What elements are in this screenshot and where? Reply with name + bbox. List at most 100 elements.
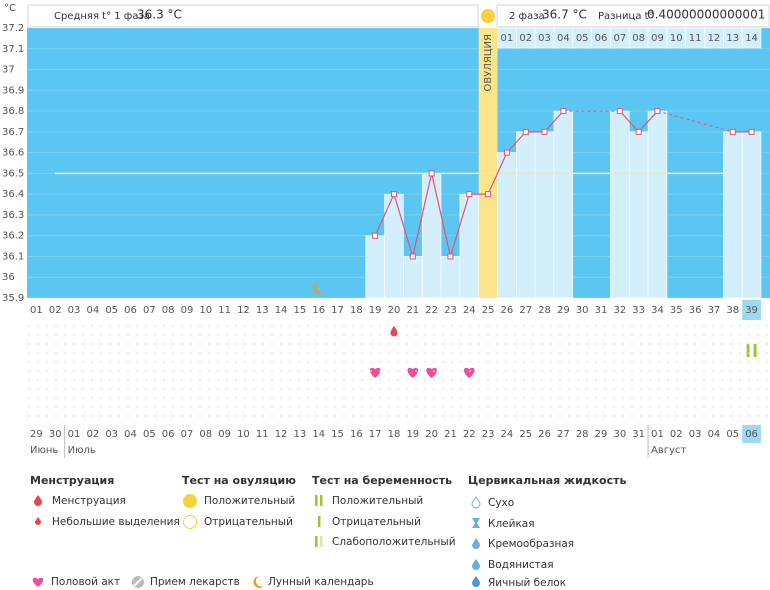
x-tick-label: 01 bbox=[30, 305, 43, 316]
date-label: 30 bbox=[49, 429, 62, 440]
temperature-point bbox=[654, 108, 661, 115]
temperature-point bbox=[635, 128, 642, 135]
icon-test bbox=[315, 495, 318, 506]
y-tick-label: 36.4 bbox=[2, 189, 24, 200]
diff-label: Разница t° bbox=[598, 11, 654, 22]
date-label: 04 bbox=[708, 429, 721, 440]
x-tick-label: 32 bbox=[613, 305, 626, 316]
temperature-point bbox=[390, 191, 397, 198]
icon-test bbox=[315, 536, 318, 547]
y-tick-label: 35.9 bbox=[2, 293, 24, 304]
temperature-bar bbox=[534, 131, 555, 299]
x-tick-label: 05 bbox=[105, 305, 118, 316]
temperature-point bbox=[372, 232, 379, 239]
icon-heart bbox=[32, 577, 44, 587]
legend-item: Отрицательный bbox=[204, 516, 293, 528]
temperature-point bbox=[616, 108, 623, 115]
phase2-day-label: 10 bbox=[670, 33, 683, 44]
date-label: 03 bbox=[689, 429, 702, 440]
icon-moon bbox=[253, 576, 264, 588]
x-tick-label: 09 bbox=[181, 305, 194, 316]
icon-test bbox=[320, 536, 323, 547]
date-label: 01 bbox=[68, 429, 81, 440]
current-day-cell bbox=[742, 300, 761, 320]
icon-watery bbox=[472, 559, 480, 570]
y-tick-label: 36.6 bbox=[2, 148, 24, 159]
legend-item: Клейкая bbox=[488, 518, 535, 530]
date-label: 16 bbox=[350, 429, 363, 440]
phase2-day-label: 13 bbox=[726, 33, 739, 44]
phase1-value: 36.3 °C bbox=[137, 8, 182, 22]
temperature-point bbox=[466, 191, 473, 198]
date-label: 02 bbox=[87, 429, 100, 440]
x-tick-label: 29 bbox=[557, 305, 570, 316]
legend-item: Отрицательный bbox=[332, 516, 421, 528]
y-tick-label: 36.3 bbox=[2, 210, 24, 221]
x-tick-label: 31 bbox=[595, 305, 608, 316]
icon-positive bbox=[183, 494, 197, 508]
phase2-day-label: 02 bbox=[519, 33, 532, 44]
temperature-bar bbox=[516, 131, 536, 299]
date-label: 02 bbox=[670, 429, 683, 440]
date-label: 31 bbox=[632, 429, 645, 440]
x-tick-label: 37 bbox=[708, 305, 721, 316]
legend-item: Положительный bbox=[204, 495, 295, 507]
x-tick-label: 14 bbox=[275, 305, 288, 316]
phase1-box bbox=[27, 4, 479, 28]
legend-item: Яичный белок bbox=[488, 577, 566, 589]
x-tick-label: 25 bbox=[482, 305, 495, 316]
temperature-point bbox=[428, 170, 435, 177]
month-label: Июнь bbox=[30, 445, 58, 456]
date-label: 07 bbox=[181, 429, 194, 440]
events-grid bbox=[27, 322, 770, 422]
y-tick-label: 37 bbox=[2, 65, 15, 76]
legend-item: Небольшие выделения bbox=[52, 516, 180, 528]
x-tick-label: 36 bbox=[689, 305, 702, 316]
phase2-day-label: 06 bbox=[595, 33, 608, 44]
y-tick-label: 36 bbox=[2, 272, 15, 283]
date-label: 17 bbox=[369, 429, 382, 440]
date-label: 05 bbox=[726, 429, 739, 440]
x-tick-label: 35 bbox=[670, 305, 683, 316]
y-tick-label: 36.8 bbox=[2, 106, 24, 117]
phase2-box bbox=[496, 4, 770, 28]
legend-item: Слабоположительный bbox=[332, 536, 456, 548]
icon-dry bbox=[471, 496, 481, 509]
temperature-bar bbox=[497, 152, 517, 299]
phase2-day-label: 12 bbox=[708, 33, 721, 44]
x-tick-label: 21 bbox=[406, 305, 419, 316]
date-label: 28 bbox=[576, 429, 589, 440]
legend-title: Менструация bbox=[30, 474, 114, 487]
date-label: 13 bbox=[294, 429, 307, 440]
ovulation-label: ОВУЛЯЦИЯ bbox=[483, 34, 494, 92]
date-label: 25 bbox=[519, 429, 532, 440]
x-tick-label: 39 bbox=[745, 305, 758, 316]
phase2-day-label: 04 bbox=[557, 33, 570, 44]
y-tick-label: 36.1 bbox=[2, 251, 24, 262]
temperature-bar bbox=[459, 193, 479, 299]
x-tick-label: 30 bbox=[576, 305, 589, 316]
temperature-bar bbox=[553, 110, 574, 299]
phase2-day-label: 08 bbox=[632, 33, 645, 44]
date-label: 03 bbox=[105, 429, 118, 440]
x-tick-label: 23 bbox=[444, 305, 457, 316]
gap-connector bbox=[657, 110, 733, 133]
date-label: 23 bbox=[482, 429, 495, 440]
diff-value: 0.40000000000001 °C bbox=[647, 8, 770, 22]
date-label: 11 bbox=[256, 429, 269, 440]
date-label: 24 bbox=[501, 429, 514, 440]
y-tick-label: 36.9 bbox=[2, 85, 24, 96]
date-label: 22 bbox=[463, 429, 476, 440]
x-tick-label: 17 bbox=[331, 305, 344, 316]
x-tick-label: 13 bbox=[256, 305, 269, 316]
month-label: Июль bbox=[68, 445, 96, 456]
temperature-bar bbox=[628, 131, 649, 299]
temperature-point bbox=[409, 253, 416, 260]
phase2-day-label: 11 bbox=[689, 33, 702, 44]
legend-item: Половой акт bbox=[51, 576, 120, 588]
x-tick-label: 15 bbox=[294, 305, 307, 316]
x-tick-label: 28 bbox=[538, 305, 551, 316]
icon-drop-small bbox=[35, 517, 41, 525]
x-tick-label: 18 bbox=[350, 305, 363, 316]
date-label: 27 bbox=[557, 429, 570, 440]
